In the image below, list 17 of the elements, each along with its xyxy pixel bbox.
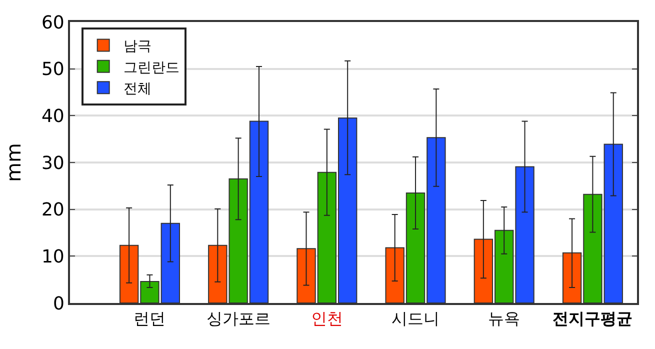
y-tick-label: 0 (52, 293, 64, 314)
y-tick-label: 40 (41, 106, 64, 127)
x-tick-label: 전지구평균 (552, 309, 633, 328)
y-tick-label: 30 (41, 152, 64, 174)
x-tick-label: 뉴욕 (488, 309, 520, 328)
y-tick-label: 60 (41, 12, 64, 34)
x-tick-label: 런던 (134, 309, 166, 328)
x-tick-label: 인천 (310, 309, 343, 328)
legend-label: 전체 (123, 81, 152, 98)
y-tick-label: 50 (41, 59, 64, 80)
y-tick-label: 20 (41, 200, 64, 221)
x-tick-label: 시드니 (392, 309, 440, 328)
legend-label: 그린란드 (123, 60, 180, 76)
y-tick-label: 10 (41, 246, 64, 268)
x-tick-label: 싱가포르 (206, 309, 270, 328)
legend-label: 남극 (123, 38, 152, 55)
y-axis-title: mm (1, 143, 26, 182)
